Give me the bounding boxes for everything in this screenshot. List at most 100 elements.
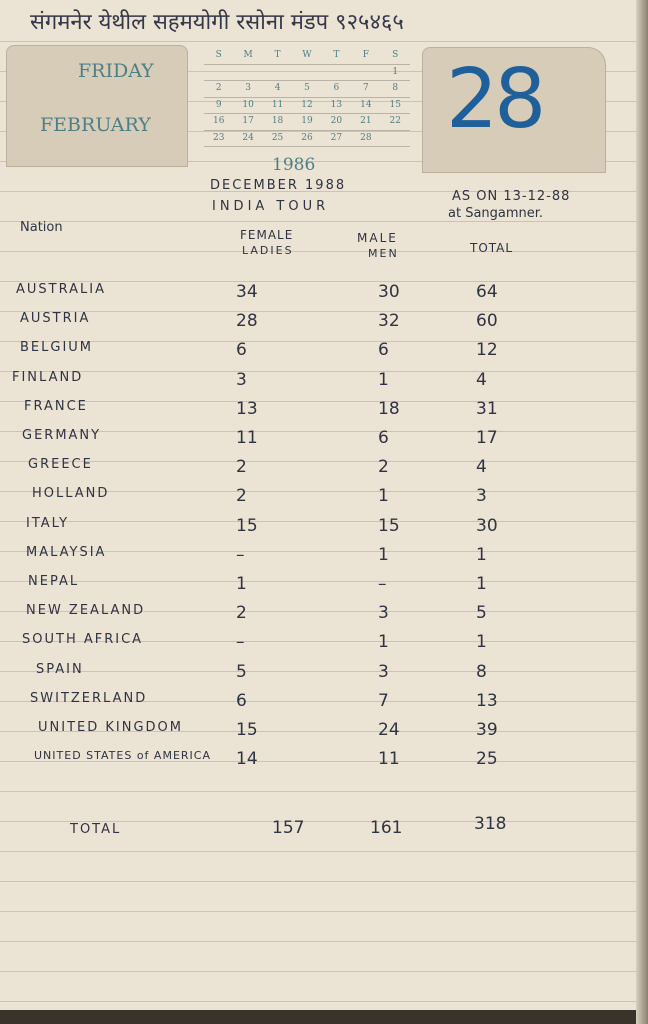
calendar-day: 14: [360, 99, 372, 110]
calendar-day: 27: [330, 132, 343, 143]
header-men: MEN: [368, 247, 399, 260]
table-row: AUSTRIA 28 32 60: [0, 309, 636, 339]
calendar-day: 8: [392, 83, 399, 93]
calendar-day: [204, 65, 233, 81]
table-row: FINLAND 3 1 4: [0, 368, 636, 398]
table-row: SWITZERLAND 6 7 13: [0, 689, 636, 719]
header-ladies: LADIES: [242, 244, 294, 257]
total-count: 1: [476, 632, 487, 653]
as-on-place: at Sangamner.: [448, 206, 544, 221]
calendar-day: 3: [245, 83, 251, 93]
table-row: NEPAL 1 – 1: [0, 572, 636, 602]
female-count: 13: [236, 398, 258, 419]
table-row: MALAYSIA – 1 1: [0, 543, 636, 573]
total-count: 17: [476, 428, 498, 448]
calendar-day-header: T: [333, 50, 340, 60]
calendar-day: 1: [392, 66, 399, 77]
female-count: 2: [236, 603, 247, 624]
table-row: UNITED KINGDOM 15 24 39: [0, 718, 636, 748]
male-count: 32: [378, 311, 400, 332]
male-count: 1: [378, 544, 389, 565]
total-count: 13: [476, 690, 498, 711]
total-count: 12: [476, 340, 498, 361]
total-label: TOTAL: [70, 822, 122, 837]
female-count: 2: [236, 486, 247, 507]
calendar-day: 7: [362, 83, 369, 93]
total-count: 25: [476, 749, 498, 770]
male-count: 6: [378, 340, 389, 361]
nation-cell: NEPAL: [28, 574, 80, 589]
table-row: ITALY 15 15 30: [0, 514, 636, 544]
nation-cell: SWITZERLAND: [30, 690, 148, 706]
male-count: 2: [378, 457, 389, 478]
female-count: 15: [236, 515, 258, 536]
calendar-day: 12: [301, 99, 313, 110]
total-count: 4: [476, 457, 487, 478]
total-count: 5: [476, 603, 487, 624]
male-count: 3: [378, 603, 389, 624]
calendar-day: 4: [274, 83, 281, 93]
calendar-day: 18: [271, 116, 284, 126]
table-row: SPAIN 5 3 8: [0, 660, 636, 690]
calendar-day: 5: [304, 83, 310, 93]
nation-cell: AUSTRALIA: [16, 282, 106, 297]
calendar-day: 17: [242, 116, 254, 126]
calendar-day: 21: [360, 116, 372, 126]
tour-subtitle: INDIA TOUR: [212, 199, 330, 214]
male-count: 6: [378, 428, 389, 448]
nation-cell: GERMANY: [22, 428, 102, 443]
calendar-day: [351, 65, 380, 81]
total-male: 161: [370, 818, 403, 838]
female-count: 6: [236, 340, 247, 361]
nation-cell: HOLLAND: [32, 486, 110, 502]
calendar-day: [233, 65, 262, 81]
calendar-day: 10: [242, 99, 254, 110]
table-row: GREECE 2 2 4: [0, 455, 636, 485]
female-count: 11: [236, 428, 258, 448]
female-count: 14: [236, 749, 258, 770]
nation-cell: MALAYSIA: [26, 544, 107, 560]
calendar-week: 9 10 11 12 13 14 15: [204, 98, 410, 114]
as-on-date: AS ON 13-12-88: [452, 189, 571, 204]
calendar-day: 9: [215, 99, 222, 110]
male-count: 1: [378, 632, 389, 653]
calendar-day: [292, 65, 321, 81]
nation-cell: ITALY: [26, 515, 70, 531]
calendar-day-header: W: [302, 50, 312, 60]
male-count: 7: [378, 690, 389, 711]
calendar-day: 13: [330, 99, 343, 110]
female-count: 5: [236, 661, 247, 682]
calendar-week: 1: [204, 65, 410, 81]
table-row: UNITED STATES of AMERICA 14 11 25: [0, 747, 636, 777]
header-female: FEMALE: [240, 228, 294, 242]
calendar-day-header: F: [362, 50, 369, 60]
calendar-day: 28: [360, 132, 372, 143]
calendar-day: [381, 131, 410, 147]
total-count: 60: [476, 311, 498, 332]
table-row: BELGIUM 6 6 12: [0, 338, 636, 368]
calendar-day: [263, 65, 292, 81]
female-count: 1: [236, 574, 247, 594]
total-total: 318: [474, 814, 507, 834]
calendar-day: 11: [271, 99, 284, 110]
nation-cell: NEW ZEALAND: [26, 603, 146, 619]
calendar-day: 26: [301, 132, 313, 143]
nation-cell: FRANCE: [24, 398, 88, 414]
female-count: 6: [236, 690, 247, 711]
date-box: [422, 47, 606, 173]
calendar-day: [322, 65, 351, 81]
year-label: 1986: [272, 155, 316, 175]
female-count: 15: [236, 720, 258, 740]
handwritten-date: 28: [446, 52, 546, 147]
female-count: 2: [236, 457, 247, 478]
total-count: 64: [476, 282, 498, 302]
total-count: 4: [476, 369, 487, 390]
nation-cell: FINLAND: [12, 369, 84, 385]
calendar-day-header: T: [274, 50, 281, 60]
table-row: SOUTH AFRICA – 1 1: [0, 630, 636, 660]
weekday-label: FRIDAY: [78, 60, 154, 82]
calendar-day: 16: [212, 116, 225, 126]
nation-cell: GREECE: [28, 457, 93, 473]
